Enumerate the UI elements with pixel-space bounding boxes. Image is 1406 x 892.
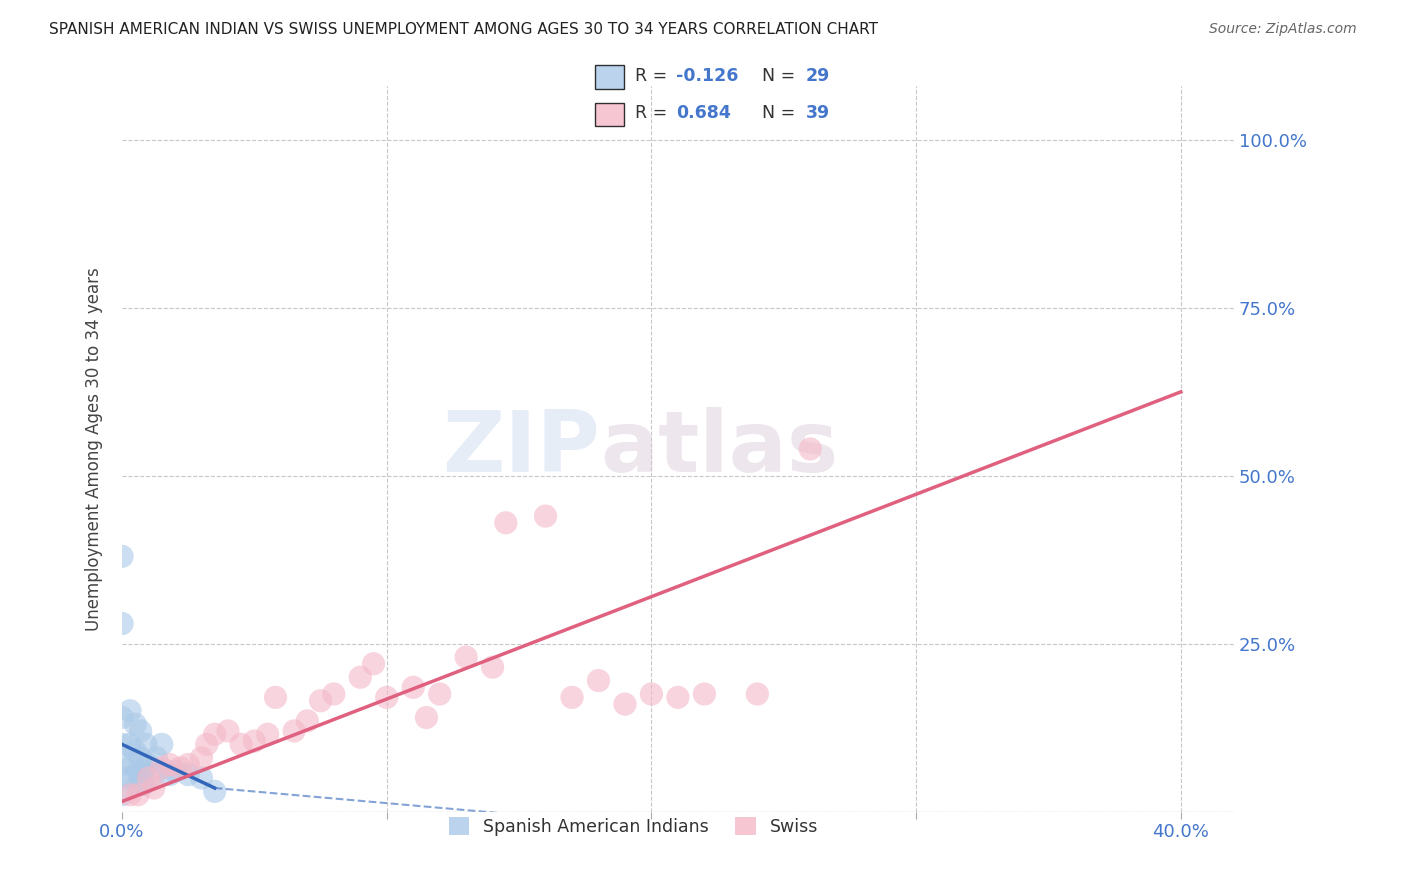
- Point: [132, 778, 155, 792]
- Point: [177, 767, 200, 781]
- Point: [121, 771, 143, 785]
- FancyBboxPatch shape: [595, 103, 624, 127]
- Text: 29: 29: [806, 68, 830, 86]
- Point: [243, 734, 266, 748]
- Point: [111, 616, 134, 631]
- Point: [614, 697, 637, 711]
- Text: 39: 39: [806, 103, 830, 122]
- Point: [231, 737, 253, 751]
- Text: R =: R =: [636, 68, 673, 86]
- Point: [217, 723, 239, 738]
- FancyBboxPatch shape: [595, 65, 624, 89]
- Point: [297, 714, 319, 728]
- Point: [150, 737, 173, 751]
- Point: [666, 690, 689, 705]
- Point: [121, 757, 143, 772]
- Point: [159, 757, 181, 772]
- Point: [190, 751, 212, 765]
- Point: [561, 690, 583, 705]
- Point: [142, 780, 165, 795]
- Point: [190, 771, 212, 785]
- Point: [145, 751, 167, 765]
- Point: [150, 761, 173, 775]
- Point: [799, 442, 821, 456]
- Text: 0.684: 0.684: [676, 103, 731, 122]
- Point: [588, 673, 610, 688]
- Point: [132, 764, 155, 779]
- Text: -0.126: -0.126: [676, 68, 738, 86]
- Point: [402, 681, 425, 695]
- Text: Source: ZipAtlas.com: Source: ZipAtlas.com: [1209, 22, 1357, 37]
- Point: [138, 771, 160, 785]
- Text: N =: N =: [762, 103, 801, 122]
- Point: [495, 516, 517, 530]
- Text: ZIP: ZIP: [443, 408, 600, 491]
- Point: [118, 704, 141, 718]
- Point: [349, 670, 371, 684]
- Point: [534, 509, 557, 524]
- Point: [138, 757, 160, 772]
- Point: [142, 767, 165, 781]
- Point: [127, 788, 149, 802]
- Point: [264, 690, 287, 705]
- Point: [747, 687, 769, 701]
- Point: [129, 723, 152, 738]
- Point: [124, 744, 146, 758]
- Point: [640, 687, 662, 701]
- Text: atlas: atlas: [600, 408, 838, 491]
- Point: [111, 710, 134, 724]
- Point: [169, 761, 191, 775]
- Legend: Spanish American Indians, Swiss: Spanish American Indians, Swiss: [441, 810, 825, 843]
- Point: [256, 727, 278, 741]
- Point: [177, 757, 200, 772]
- Point: [204, 727, 226, 741]
- Point: [456, 650, 478, 665]
- Point: [111, 771, 134, 785]
- Point: [363, 657, 385, 671]
- Point: [481, 660, 503, 674]
- Point: [111, 757, 134, 772]
- Point: [163, 764, 186, 779]
- Point: [111, 737, 134, 751]
- Point: [375, 690, 398, 705]
- Point: [118, 788, 141, 802]
- Text: R =: R =: [636, 103, 673, 122]
- Point: [429, 687, 451, 701]
- Text: N =: N =: [762, 68, 801, 86]
- Text: SPANISH AMERICAN INDIAN VS SWISS UNEMPLOYMENT AMONG AGES 30 TO 34 YEARS CORRELAT: SPANISH AMERICAN INDIAN VS SWISS UNEMPLO…: [49, 22, 879, 37]
- Point: [322, 687, 344, 701]
- Point: [195, 737, 218, 751]
- Point: [283, 723, 305, 738]
- Point: [127, 778, 149, 792]
- Point: [127, 764, 149, 779]
- Point: [693, 687, 716, 701]
- Point: [118, 737, 141, 751]
- Point: [204, 784, 226, 798]
- Point: [309, 694, 332, 708]
- Point: [135, 737, 157, 751]
- Y-axis label: Unemployment Among Ages 30 to 34 years: Unemployment Among Ages 30 to 34 years: [86, 267, 103, 631]
- Point: [124, 717, 146, 731]
- Point: [415, 710, 437, 724]
- Point: [111, 788, 134, 802]
- Point: [129, 751, 152, 765]
- Point: [111, 549, 134, 564]
- Point: [159, 767, 181, 781]
